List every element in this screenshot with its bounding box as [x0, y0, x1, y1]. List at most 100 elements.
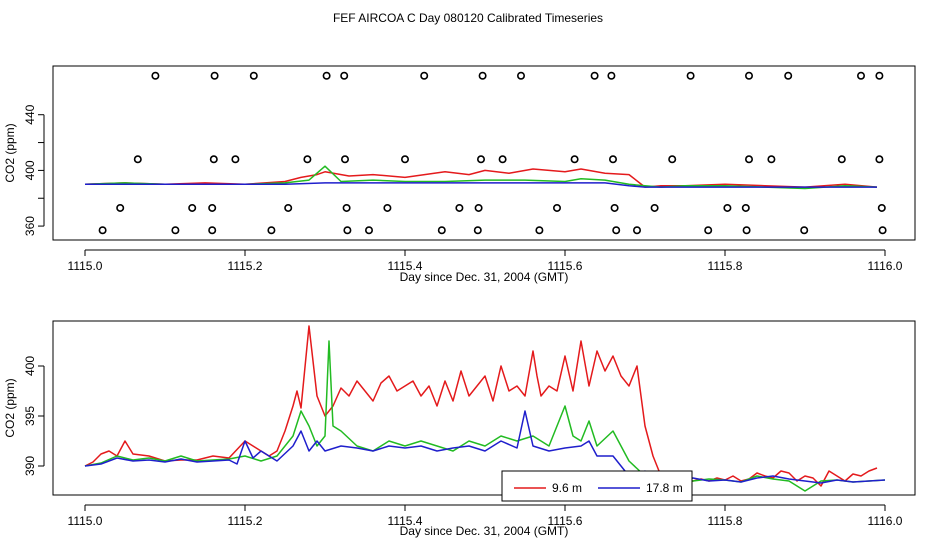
flagged-point: [535, 226, 544, 235]
flagged-point: [650, 203, 659, 212]
flagged-point: [284, 203, 293, 212]
flagged-point: [231, 155, 240, 164]
flagged-point: [478, 71, 487, 80]
flagged-point: [364, 226, 373, 235]
flagged-point: [437, 226, 446, 235]
bottom-x-tick-label: 1115.2: [228, 514, 263, 528]
flagged-point: [208, 226, 217, 235]
flagged-point: [686, 71, 695, 80]
top-x-tick-label: 1115.2: [228, 259, 263, 273]
top-y-tick-label: 400: [23, 160, 37, 180]
bottom-x-tick-label: 1116.0: [868, 514, 903, 528]
bottom-y-axis-label: CO2 (ppm): [3, 378, 17, 437]
top-x-tick-label: 1116.0: [868, 259, 903, 273]
flagged-point: [612, 226, 621, 235]
top-x-tick-label: 1115.6: [548, 259, 583, 273]
flagged-point: [590, 71, 599, 80]
top-series-blue: [85, 182, 877, 188]
top-panel: 1115.0 1115.2 1115.4 1115.6 1115.8 1116.0 360…: [3, 65, 916, 284]
flagged-point: [267, 226, 276, 235]
flagged-point: [875, 155, 884, 164]
flagged-point: [608, 155, 617, 164]
top-x-tick-label: 1115.0: [68, 259, 103, 273]
bottom-series-lines: [84, 325, 886, 492]
bottom-plot-frame: [52, 320, 916, 496]
flagged-point: [741, 203, 750, 212]
flagged-point: [116, 203, 125, 212]
flagged-point: [610, 203, 619, 212]
bottom-y-tick-label: 400: [23, 356, 37, 376]
bottom-x-axis-label: Day since Dec. 31, 2004 (GMT): [400, 524, 569, 538]
flagged-point: [767, 155, 776, 164]
flagged-point: [704, 226, 713, 235]
bottom-x-tick-label: 1115.4: [388, 514, 423, 528]
flagged-point: [340, 155, 349, 164]
flagged-point: [744, 155, 753, 164]
bottom-y-tick-label: 395: [23, 406, 37, 426]
flagged-point: [400, 155, 409, 164]
top-y-axis-label: CO2 (ppm): [3, 123, 17, 182]
flagged-point: [322, 71, 331, 80]
flagged-point: [133, 155, 142, 164]
top-y-tick-label: 360: [23, 216, 37, 236]
legend: 9.6 m 17.8 m: [501, 470, 693, 502]
top-y-axis: 360 400 440: [23, 104, 45, 236]
top-plot-frame: [52, 65, 916, 241]
flagged-point: [498, 155, 507, 164]
top-series-lines: [84, 165, 878, 190]
top-flagged-points: [98, 71, 887, 235]
flagged-point: [742, 226, 751, 235]
flagged-point: [875, 71, 884, 80]
flagged-point: [474, 203, 483, 212]
top-y-tick-label: 440: [23, 104, 37, 124]
flagged-point: [552, 203, 561, 212]
flagged-point: [856, 71, 865, 80]
flagged-point: [723, 203, 732, 212]
legend-label-2: 17.8 m: [646, 481, 683, 495]
legend-label-1: 9.6 m: [552, 481, 582, 495]
flagged-point: [455, 203, 464, 212]
top-x-axis-label: Day since Dec. 31, 2004 (GMT): [400, 270, 569, 284]
flagged-point: [632, 226, 641, 235]
flagged-point: [303, 155, 312, 164]
flagged-point: [98, 226, 107, 235]
flagged-point: [210, 71, 219, 80]
flagged-point: [800, 226, 809, 235]
flagged-point: [473, 226, 482, 235]
flagged-point: [607, 71, 616, 80]
flagged-point: [340, 71, 349, 80]
figure-title: FEF AIRCOA C Day 080120 Calibrated Times…: [333, 11, 603, 25]
top-x-tick-label: 1115.4: [388, 259, 423, 273]
flagged-point: [744, 71, 753, 80]
bottom-x-tick-label: 1115.0: [68, 514, 103, 528]
bottom-x-axis: 1115.0 1115.2 1115.4 1115.6 1115.8 1116.0: [68, 504, 903, 528]
bottom-x-tick-label: 1115.6: [548, 514, 583, 528]
flagged-point: [784, 71, 793, 80]
flagged-point: [878, 226, 887, 235]
flagged-point: [877, 203, 886, 212]
flagged-point: [342, 203, 351, 212]
flagged-point: [209, 155, 218, 164]
flagged-point: [343, 226, 352, 235]
bottom-y-tick-label: 390: [23, 456, 37, 476]
bottom-x-tick-label: 1115.8: [708, 514, 743, 528]
top-x-tick-label: 1115.8: [708, 259, 743, 273]
flagged-point: [188, 203, 197, 212]
flagged-point: [249, 71, 258, 80]
bottom-series-red: [84, 325, 878, 487]
bottom-series-blue: [84, 410, 886, 484]
bottom-panel: 1115.0 1115.2 1115.4 1115.6 1115.8 1116.0 390…: [3, 320, 916, 538]
legend-box: [501, 470, 693, 502]
flagged-point: [837, 155, 846, 164]
flagged-point: [668, 155, 677, 164]
flagged-point: [171, 226, 180, 235]
flagged-point: [383, 203, 392, 212]
flagged-point: [476, 155, 485, 164]
flagged-point: [570, 155, 579, 164]
flagged-point: [516, 71, 525, 80]
top-x-axis: 1115.0 1115.2 1115.4 1115.6 1115.8 1116.0: [68, 249, 903, 273]
flagged-point: [420, 71, 429, 80]
bottom-y-axis: 390 395 400: [23, 356, 45, 476]
